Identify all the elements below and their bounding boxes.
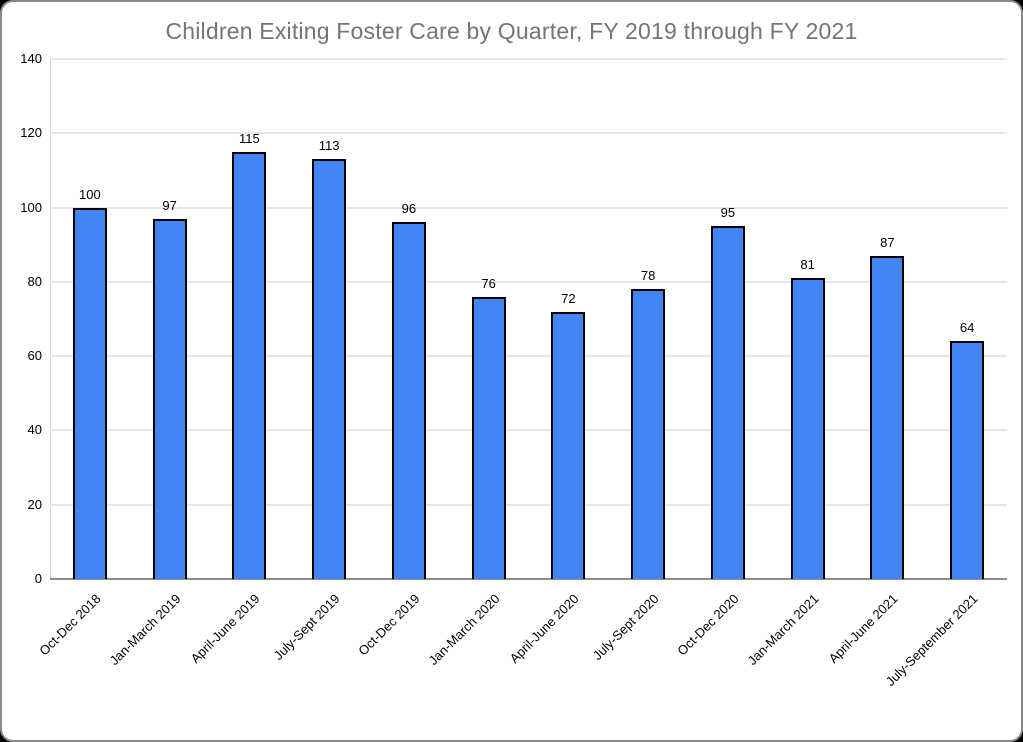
bar-Jan-March 2019 (152, 218, 187, 579)
bar-April-June 2020 (551, 311, 586, 579)
bar-value-label: 113 (318, 138, 340, 154)
x-axis-label: Jan-March 2020 (425, 591, 503, 669)
bar-value-label: 72 (561, 290, 576, 306)
bar-April-June 2021 (870, 255, 905, 579)
gridline (50, 58, 1007, 60)
gridline (50, 280, 1007, 283)
x-axis-label: April-June 2021 (825, 591, 901, 666)
x-axis-baseline (50, 578, 1007, 580)
y-axis-line (50, 59, 51, 579)
x-axis-label: Oct-Dec 2020 (674, 591, 742, 659)
gridline (50, 429, 1007, 432)
bar-value-label: 76 (481, 275, 496, 291)
x-axis-label: Jan-March 2019 (106, 591, 184, 669)
bar-Oct-Dec 2019 (391, 222, 426, 579)
bar-July-Sept 2019 (312, 159, 347, 579)
gridline (50, 355, 1007, 358)
bar-value-label: 95 (720, 205, 736, 221)
bar-value-label: 78 (640, 268, 656, 284)
bar-value-label: 64 (959, 320, 975, 336)
x-axis-label: April-June 2019 (187, 591, 263, 666)
y-tick-label: 100 (20, 199, 42, 215)
y-tick-label: 20 (27, 496, 42, 512)
bar-value-label: 100 (79, 186, 101, 202)
bar-July-Sept 2020 (631, 289, 666, 579)
x-axis-label: July-September 2021 (882, 591, 981, 689)
bar-Oct-Dec 2020 (710, 226, 745, 579)
bar-value-label: 81 (800, 257, 815, 273)
y-tick-label: 140 (20, 51, 42, 66)
y-tick-label: 120 (20, 125, 42, 141)
x-axis-label: April-June 2020 (506, 591, 582, 666)
y-axis-tick-labels: 0 20 40 60 80 100 120 140 (2, 51, 42, 586)
gridline (50, 503, 1007, 506)
bar-April-June 2019 (232, 151, 267, 579)
x-axis-labels: Oct-Dec 2018 Jan-March 2019 April-June 201… (36, 579, 1007, 740)
y-tick-label: 80 (27, 273, 42, 289)
bar-value-label: 96 (401, 201, 417, 217)
bar-July-September 2021 (950, 341, 985, 579)
y-tick-label: 40 (27, 422, 42, 438)
bar-value-label: 97 (162, 197, 177, 213)
bar-value-label: 115 (239, 130, 260, 146)
y-tick-label: 0 (34, 571, 42, 586)
x-axis-label: July-Sept 2019 (270, 591, 343, 663)
gridline (50, 132, 1007, 135)
gridline (50, 206, 1007, 209)
x-axis-label: Oct-Dec 2019 (355, 591, 423, 659)
bar-Oct-Dec 2018 (72, 207, 107, 579)
x-axis-label: Oct-Dec 2018 (36, 591, 104, 659)
y-tick-label: 60 (27, 348, 42, 364)
plot-area: 100 97 115 113 96 76 72 78 95 81 87 64 (50, 58, 1007, 580)
bar-Jan-March 2020 (471, 296, 506, 579)
bar-value-label: 87 (880, 234, 895, 250)
x-axis-label: Jan-March 2021 (744, 591, 822, 669)
bar-Jan-March 2021 (790, 278, 825, 579)
chart-title: Children Exiting Foster Care by Quarter,… (165, 18, 858, 44)
x-axis-label: July-Sept 2020 (589, 591, 662, 663)
